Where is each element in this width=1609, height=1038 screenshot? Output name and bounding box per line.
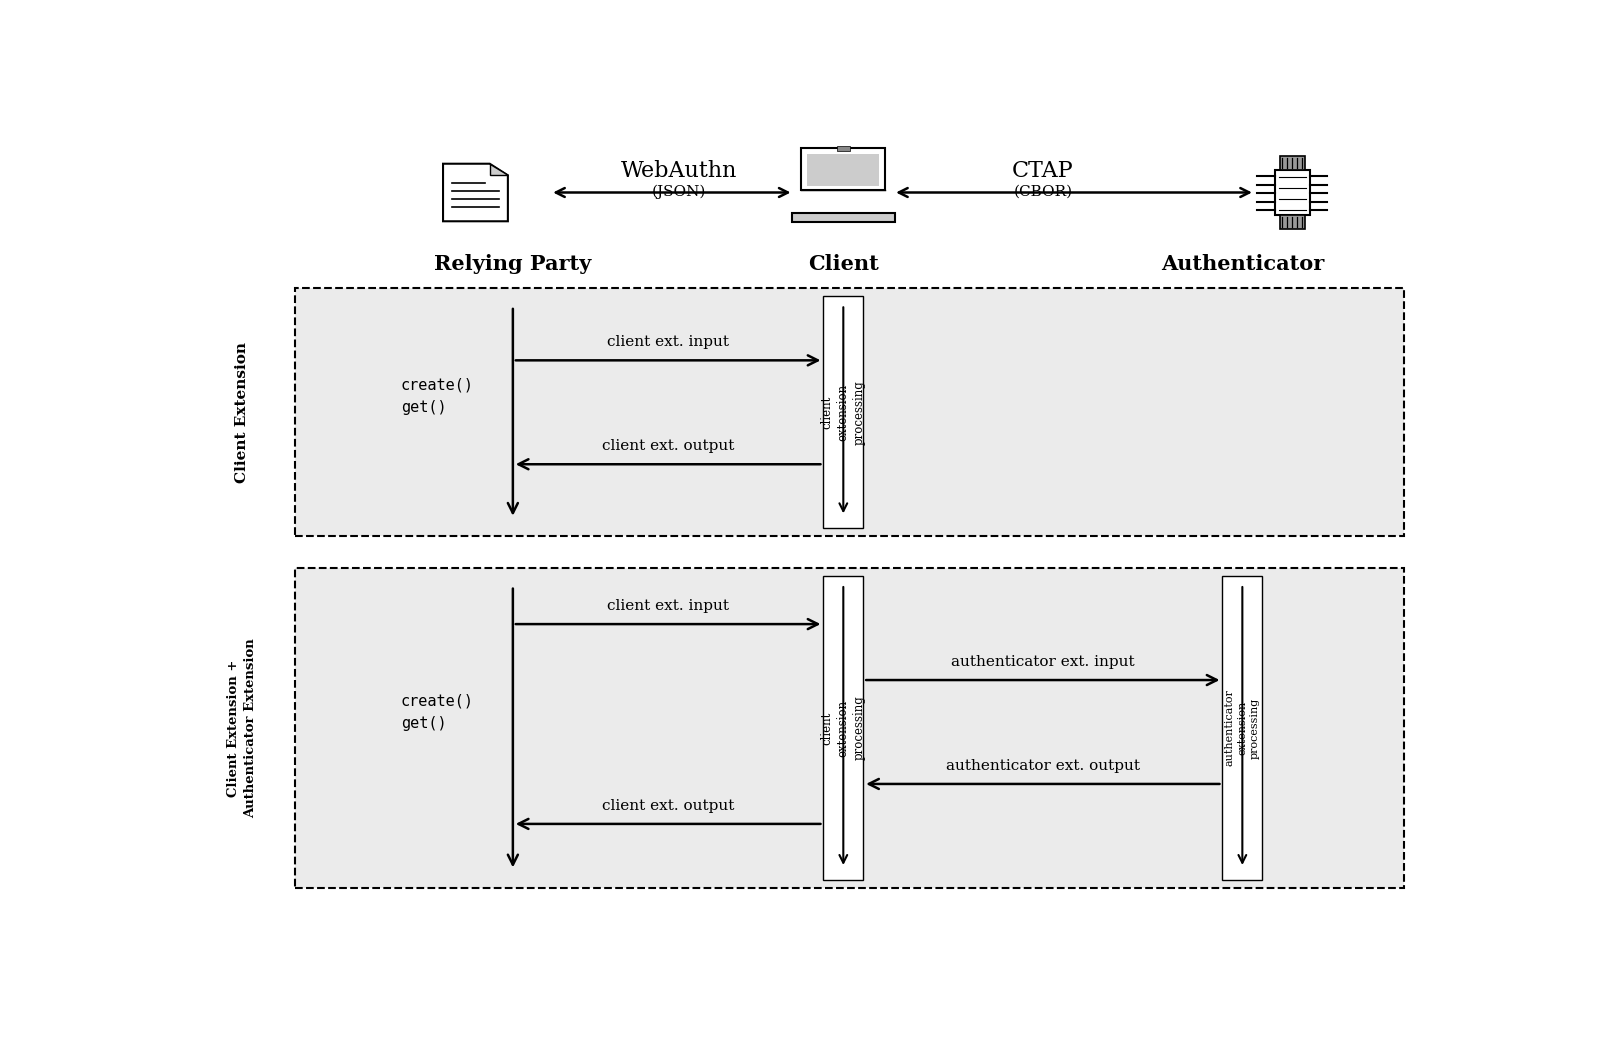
Text: create()
get(): create() get(): [401, 693, 473, 731]
Text: Relying Party: Relying Party: [434, 254, 592, 274]
Bar: [1279, 215, 1305, 229]
Text: CTAP: CTAP: [1012, 160, 1073, 182]
Text: client
extension
processing: client extension processing: [821, 695, 866, 761]
Text: authenticator ext. input: authenticator ext. input: [951, 655, 1134, 668]
Text: client ext. input: client ext. input: [607, 599, 729, 612]
Text: Authenticator: Authenticator: [1160, 254, 1324, 274]
Bar: [1274, 170, 1310, 215]
Text: client ext. input: client ext. input: [607, 335, 729, 349]
Text: Client Extension +
Authenticator Extension: Client Extension + Authenticator Extensi…: [227, 638, 257, 818]
Text: WebAuthn: WebAuthn: [621, 160, 737, 182]
Bar: [294, 289, 1405, 537]
Text: client
extension
processing: client extension processing: [821, 380, 866, 444]
Bar: [801, 147, 885, 190]
Text: create()
get(): create() get(): [401, 378, 473, 415]
Bar: [824, 576, 864, 880]
Text: (CBOR): (CBOR): [1014, 185, 1072, 198]
Bar: [792, 213, 895, 222]
Text: (JSON): (JSON): [652, 185, 706, 199]
Bar: [837, 146, 850, 151]
Bar: [824, 297, 864, 528]
Bar: [1279, 156, 1305, 170]
Bar: [808, 154, 879, 186]
Text: Client Extension: Client Extension: [235, 342, 249, 483]
Text: client ext. output: client ext. output: [602, 439, 734, 453]
Polygon shape: [442, 164, 508, 221]
Text: Client: Client: [808, 254, 879, 274]
Bar: [1223, 576, 1263, 880]
Text: client ext. output: client ext. output: [602, 798, 734, 813]
Bar: [294, 568, 1405, 887]
Polygon shape: [489, 164, 508, 175]
Text: authenticator ext. output: authenticator ext. output: [946, 759, 1139, 772]
Text: authenticator
extension
processing: authenticator extension processing: [1224, 689, 1260, 766]
